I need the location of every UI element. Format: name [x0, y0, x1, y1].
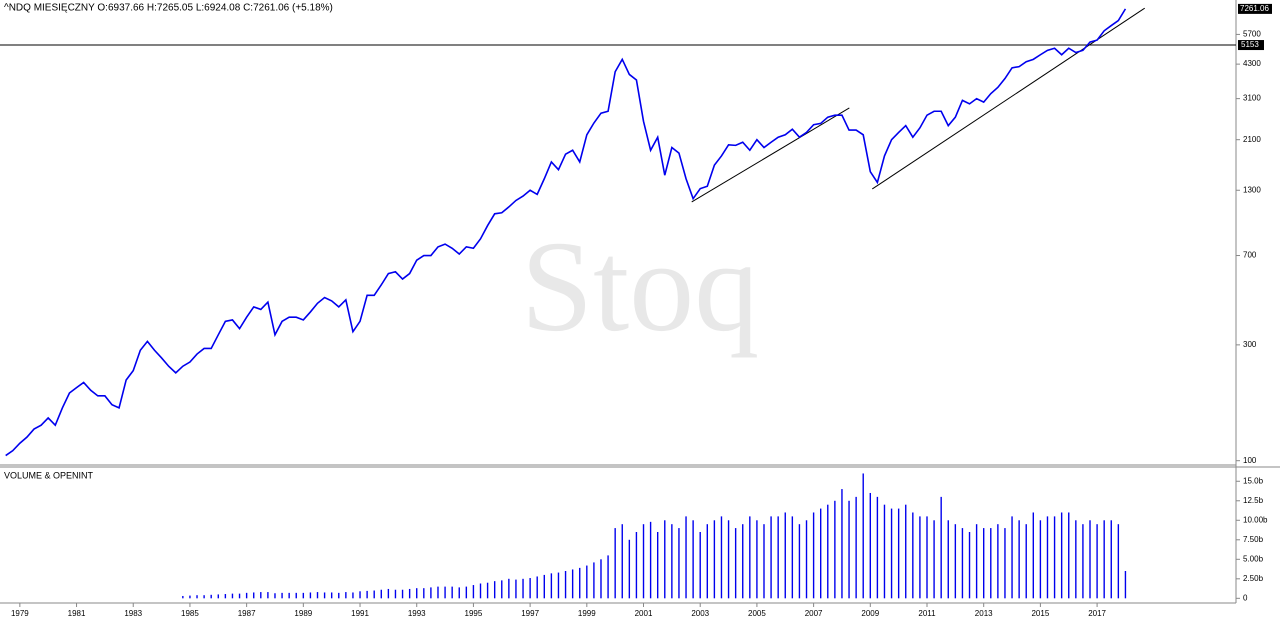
last-price-label: 7261.06 — [1240, 4, 1269, 13]
x-tick-label: 1981 — [68, 609, 86, 618]
trend-line — [691, 107, 850, 203]
y-tick-label: 10.00b — [1243, 515, 1268, 524]
y-tick-label: 3100 — [1243, 94, 1261, 103]
x-tick-label: 2017 — [1088, 609, 1106, 618]
x-tick-label: 2001 — [635, 609, 653, 618]
price-line — [5, 8, 1127, 457]
reference-label: 5153 — [1241, 40, 1259, 49]
y-tick-label: 12.5b — [1243, 496, 1264, 505]
panel-title: VOLUME & OPENINT — [4, 470, 94, 480]
last-price-box — [1238, 3, 1272, 14]
x-tick-label: 1991 — [351, 609, 369, 618]
x-tick-label: 1987 — [238, 609, 256, 618]
watermark: Stoq — [521, 215, 759, 359]
x-tick-label: 1995 — [465, 609, 483, 618]
y-tick-label: 5.00b — [1243, 554, 1264, 563]
x-tick-label: 2009 — [861, 609, 879, 618]
x-tick-label: 2005 — [748, 609, 766, 618]
x-tick-label: 2007 — [805, 609, 823, 618]
x-tick-label: 1985 — [181, 609, 199, 618]
y-tick-label: 5700 — [1243, 30, 1261, 39]
x-tick-label: 1997 — [521, 609, 539, 618]
y-tick-label: 1300 — [1243, 185, 1261, 194]
x-tick-label: 1999 — [578, 609, 596, 618]
x-tick-label: 1983 — [124, 609, 142, 618]
y-tick-label: 15.0b — [1243, 476, 1264, 485]
x-tick-label: 2013 — [975, 609, 993, 618]
y-tick-label: 100 — [1243, 456, 1257, 465]
y-tick-label: 300 — [1243, 340, 1257, 349]
x-tick-label: 1993 — [408, 609, 426, 618]
chart-title: ^NDQ MIESIĘCZNY O:6937.66 H:7265.05 L:69… — [4, 3, 333, 14]
x-tick-label: 2015 — [1031, 609, 1049, 618]
y-tick-label: 2100 — [1243, 135, 1261, 144]
x-tick-label: 2011 — [918, 609, 936, 618]
x-tick-label: 2003 — [691, 609, 709, 618]
y-tick-label: 700 — [1243, 251, 1257, 260]
y-tick-label: 4300 — [1243, 59, 1261, 68]
y-tick-label: 7.50b — [1243, 535, 1264, 544]
x-tick-label: 1989 — [294, 609, 312, 618]
y-tick-label: 0 — [1243, 593, 1248, 602]
x-tick-label: 1979 — [11, 609, 29, 618]
y-tick-label: 2.50b — [1243, 574, 1264, 583]
reference-label-box — [1238, 40, 1264, 51]
